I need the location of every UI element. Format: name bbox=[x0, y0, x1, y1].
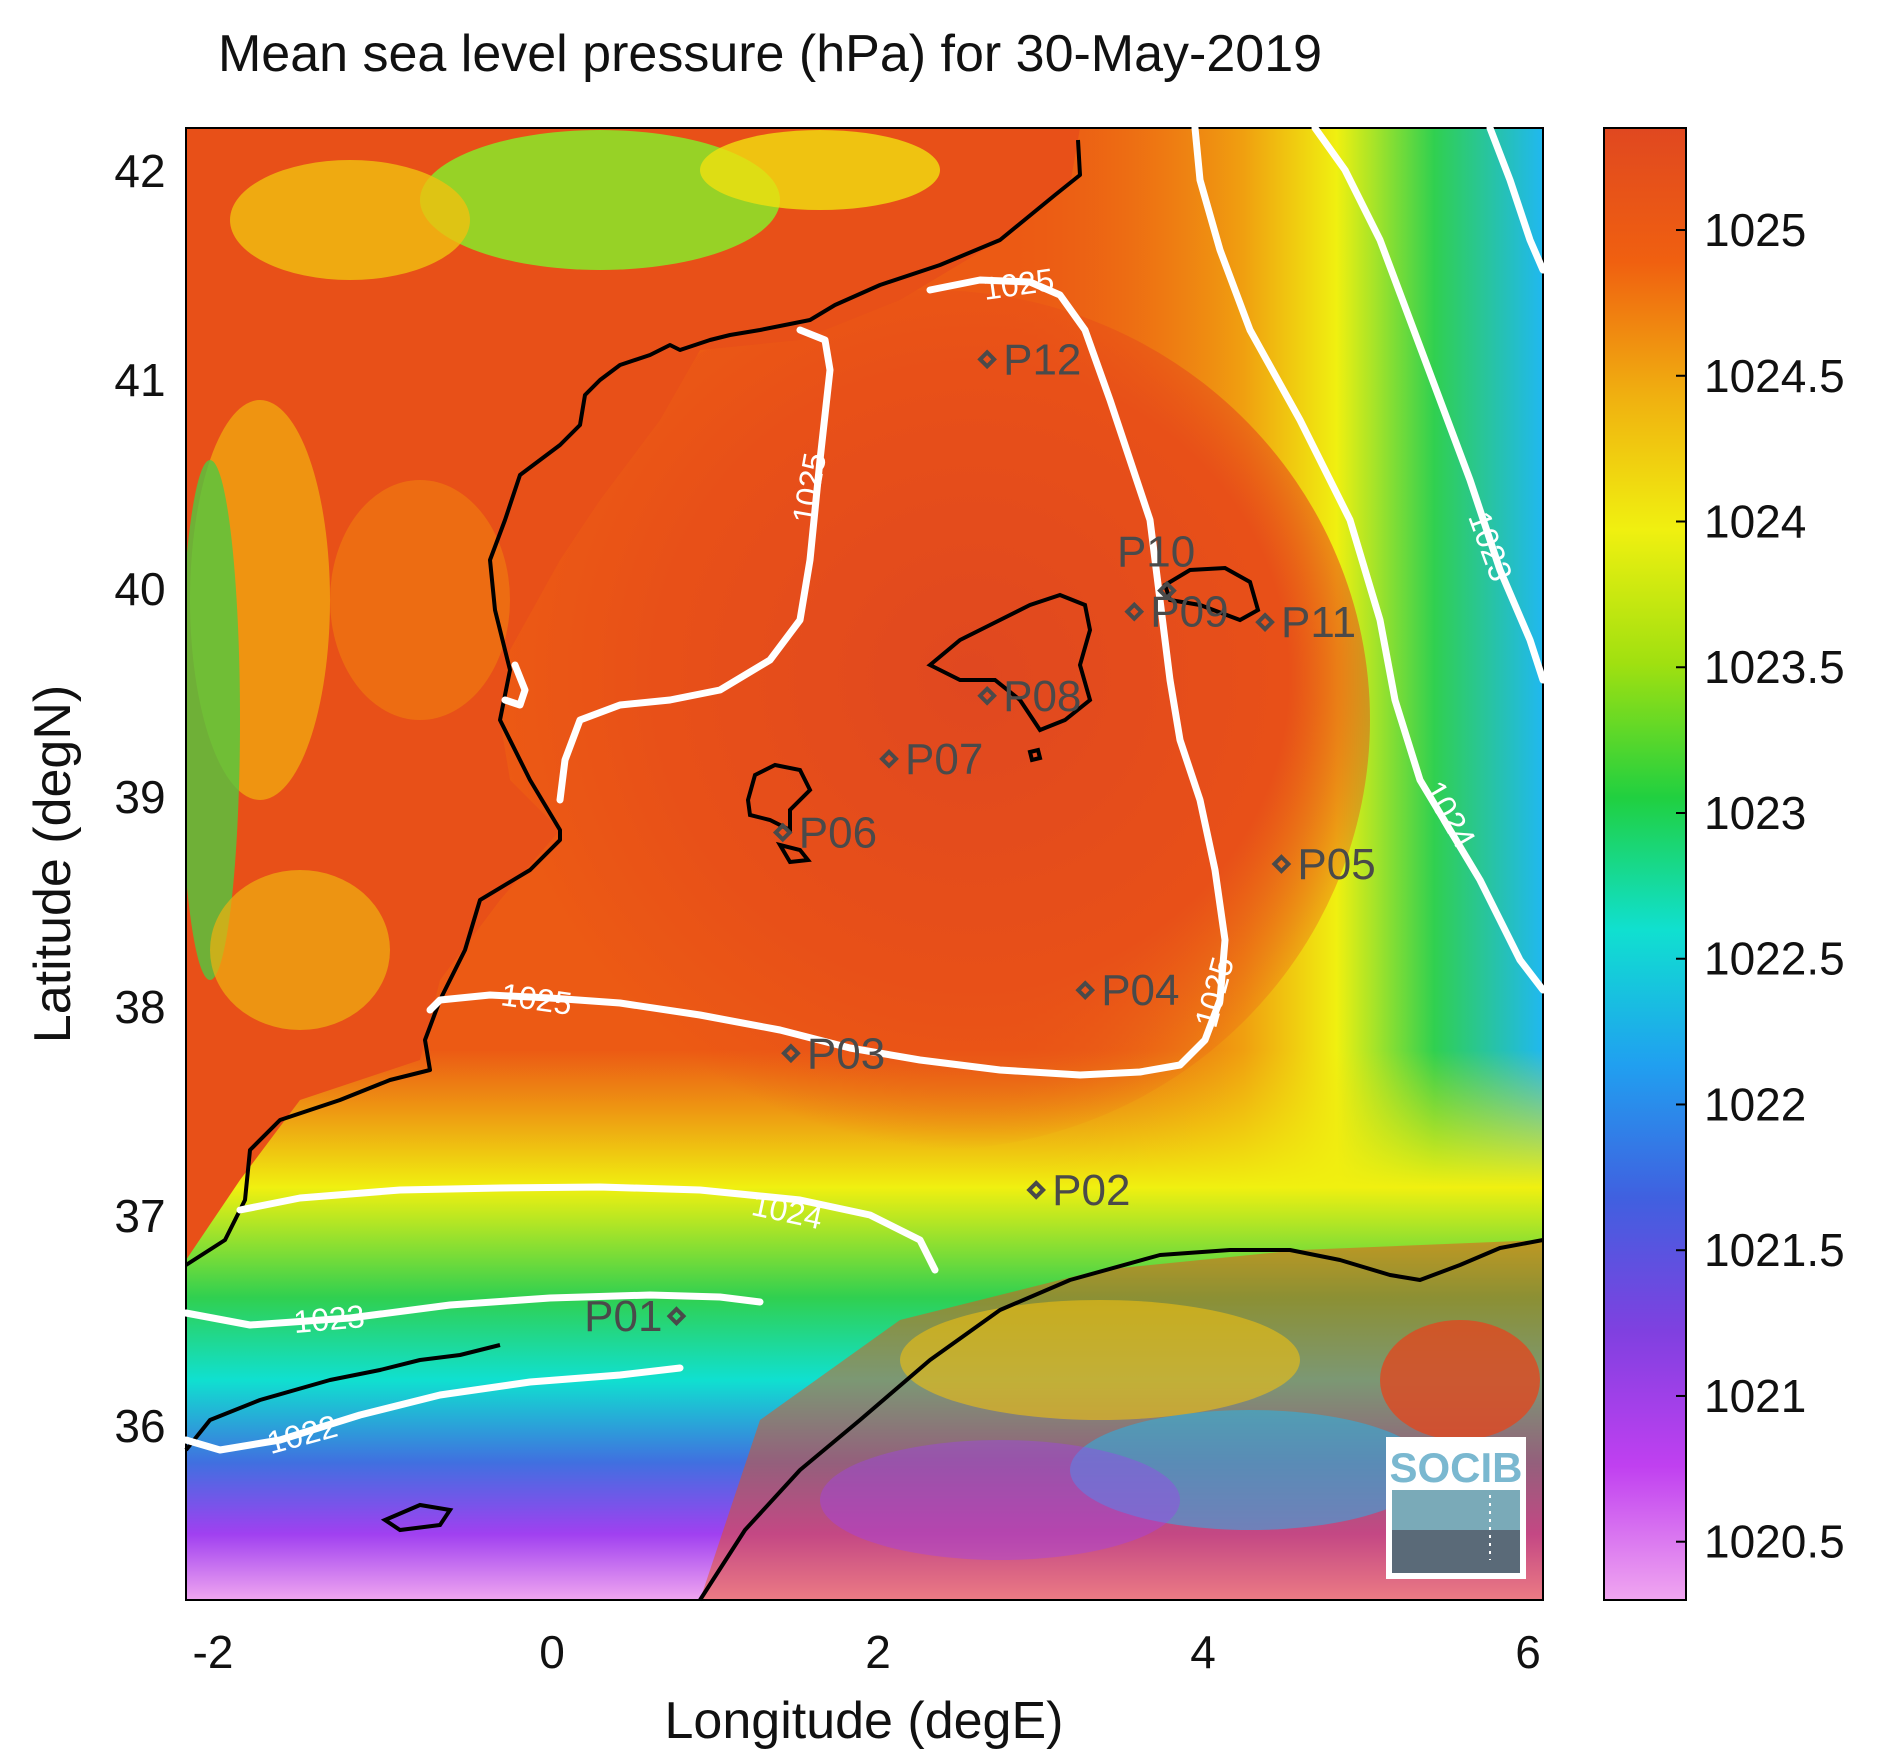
x-axis: -2 0 2 4 6 Longitude (degE) bbox=[193, 1626, 1541, 1750]
x-tick-label: 4 bbox=[1190, 1626, 1216, 1678]
station-marker bbox=[977, 685, 997, 706]
socib-logo-text: SOCIB bbox=[1389, 1444, 1522, 1491]
isobar-1023 bbox=[182, 124, 1547, 1329]
station-point: P04 bbox=[1075, 966, 1180, 1015]
colorbar: 1020.5 1021 1021.5 1022 1022.5 1023 1023.5 1024… bbox=[1603, 127, 1845, 1601]
station-label: P11 bbox=[1281, 598, 1356, 647]
station-marker bbox=[1026, 1180, 1046, 1200]
station-label: P12 bbox=[1003, 335, 1081, 384]
colorbar-tick-label: 1024 bbox=[1704, 496, 1806, 548]
isobar-1025-central bbox=[556, 326, 834, 804]
y-tick-label: 37 bbox=[114, 1190, 165, 1242]
colorbar-tick-label: 1024.5 bbox=[1704, 350, 1845, 402]
y-tick-label: 39 bbox=[114, 771, 165, 823]
colorbar-bar bbox=[1603, 127, 1687, 1601]
island-menorca bbox=[1162, 565, 1261, 623]
station-label: P01 bbox=[584, 1292, 662, 1341]
colorbar-tick-label: 1021.5 bbox=[1704, 1224, 1845, 1276]
station-point: P05 bbox=[1271, 840, 1376, 889]
land-iberia bbox=[186, 128, 1080, 1260]
station-label: P05 bbox=[1297, 840, 1375, 889]
isobars bbox=[182, 124, 1547, 1454]
x-tick-label: -2 bbox=[193, 1626, 234, 1678]
coastline bbox=[184, 139, 1544, 1602]
socib-logo: SOCIB bbox=[1386, 1437, 1526, 1579]
plot-frame bbox=[185, 127, 1544, 1601]
station-marker bbox=[781, 1043, 801, 1064]
x-tick-label: 6 bbox=[1515, 1626, 1541, 1678]
isobar-west bbox=[501, 661, 529, 709]
island-cabrera bbox=[1027, 747, 1043, 763]
station-label: P06 bbox=[799, 808, 877, 857]
y-axis-label: Latitude (degN) bbox=[24, 685, 82, 1043]
y-tick-label: 38 bbox=[114, 981, 165, 1033]
colorbar-ticks: 1020.5 1021 1021.5 1022 1022.5 1023 1023.5 1024… bbox=[1676, 204, 1845, 1568]
y-tick-label: 40 bbox=[114, 563, 165, 615]
station-label: P10 bbox=[1117, 528, 1195, 577]
station-point: P08 bbox=[977, 672, 1081, 721]
island-alboran bbox=[380, 1502, 454, 1533]
station-point: P06 bbox=[772, 808, 877, 857]
y-tick-label: 42 bbox=[114, 145, 165, 197]
island-formentera bbox=[775, 841, 812, 865]
station-label: P07 bbox=[905, 735, 983, 784]
station-point: P01 bbox=[584, 1292, 687, 1341]
station-marker bbox=[1124, 601, 1145, 622]
y-axis: 36 37 38 39 40 41 42 Latitude (degN) bbox=[24, 145, 166, 1452]
station-point: P11 bbox=[1255, 598, 1356, 647]
colorbar-tick-label: 1022 bbox=[1704, 1078, 1806, 1130]
station-marker bbox=[1157, 580, 1177, 601]
station-label: P03 bbox=[807, 1029, 885, 1078]
isobar-label: 1023 bbox=[292, 1298, 366, 1340]
station-point: P10 bbox=[1117, 528, 1195, 601]
station-label: P04 bbox=[1101, 966, 1179, 1015]
isobar-1025-north bbox=[426, 276, 1229, 1079]
island-mallorca bbox=[926, 592, 1093, 733]
colorbar-tick-label: 1022.5 bbox=[1704, 933, 1845, 985]
station-label: P08 bbox=[1003, 672, 1081, 721]
x-axis-label: Longitude (degE) bbox=[665, 1692, 1064, 1750]
chart-title: Mean sea level pressure (hPa) for 30-May… bbox=[217, 25, 1323, 83]
colorbar-tick-label: 1025 bbox=[1704, 204, 1806, 256]
isobar-1024 bbox=[236, 124, 1547, 1274]
station-point: P07 bbox=[879, 735, 983, 784]
balearic-islands bbox=[380, 565, 1261, 1533]
y-tick-label: 36 bbox=[114, 1400, 165, 1452]
station-marker bbox=[772, 822, 793, 843]
station-label: P02 bbox=[1052, 1166, 1130, 1215]
x-tick-label: 2 bbox=[865, 1626, 891, 1678]
station-marker bbox=[1075, 980, 1096, 1000]
station-marker bbox=[666, 1306, 687, 1326]
station-point: P12 bbox=[977, 335, 1081, 384]
colorbar-tick-label: 1023 bbox=[1704, 787, 1806, 839]
station-marker bbox=[977, 349, 997, 370]
colorbar-tick-label: 1021 bbox=[1704, 1370, 1806, 1422]
station-marker bbox=[1271, 854, 1292, 874]
station-point: P03 bbox=[781, 1029, 885, 1078]
isobar-1022 bbox=[182, 124, 1547, 1454]
y-tick-label: 41 bbox=[114, 354, 165, 406]
x-tick-label: 0 bbox=[539, 1626, 565, 1678]
station-marker bbox=[879, 749, 899, 769]
station-point: P02 bbox=[1026, 1166, 1130, 1215]
colorbar-tick-label: 1020.5 bbox=[1704, 1516, 1845, 1568]
island-ibiza bbox=[745, 762, 813, 834]
pressure-field bbox=[186, 128, 1543, 1600]
colorbar-tick-label: 1023.5 bbox=[1704, 641, 1845, 693]
station-marker bbox=[1255, 612, 1275, 632]
